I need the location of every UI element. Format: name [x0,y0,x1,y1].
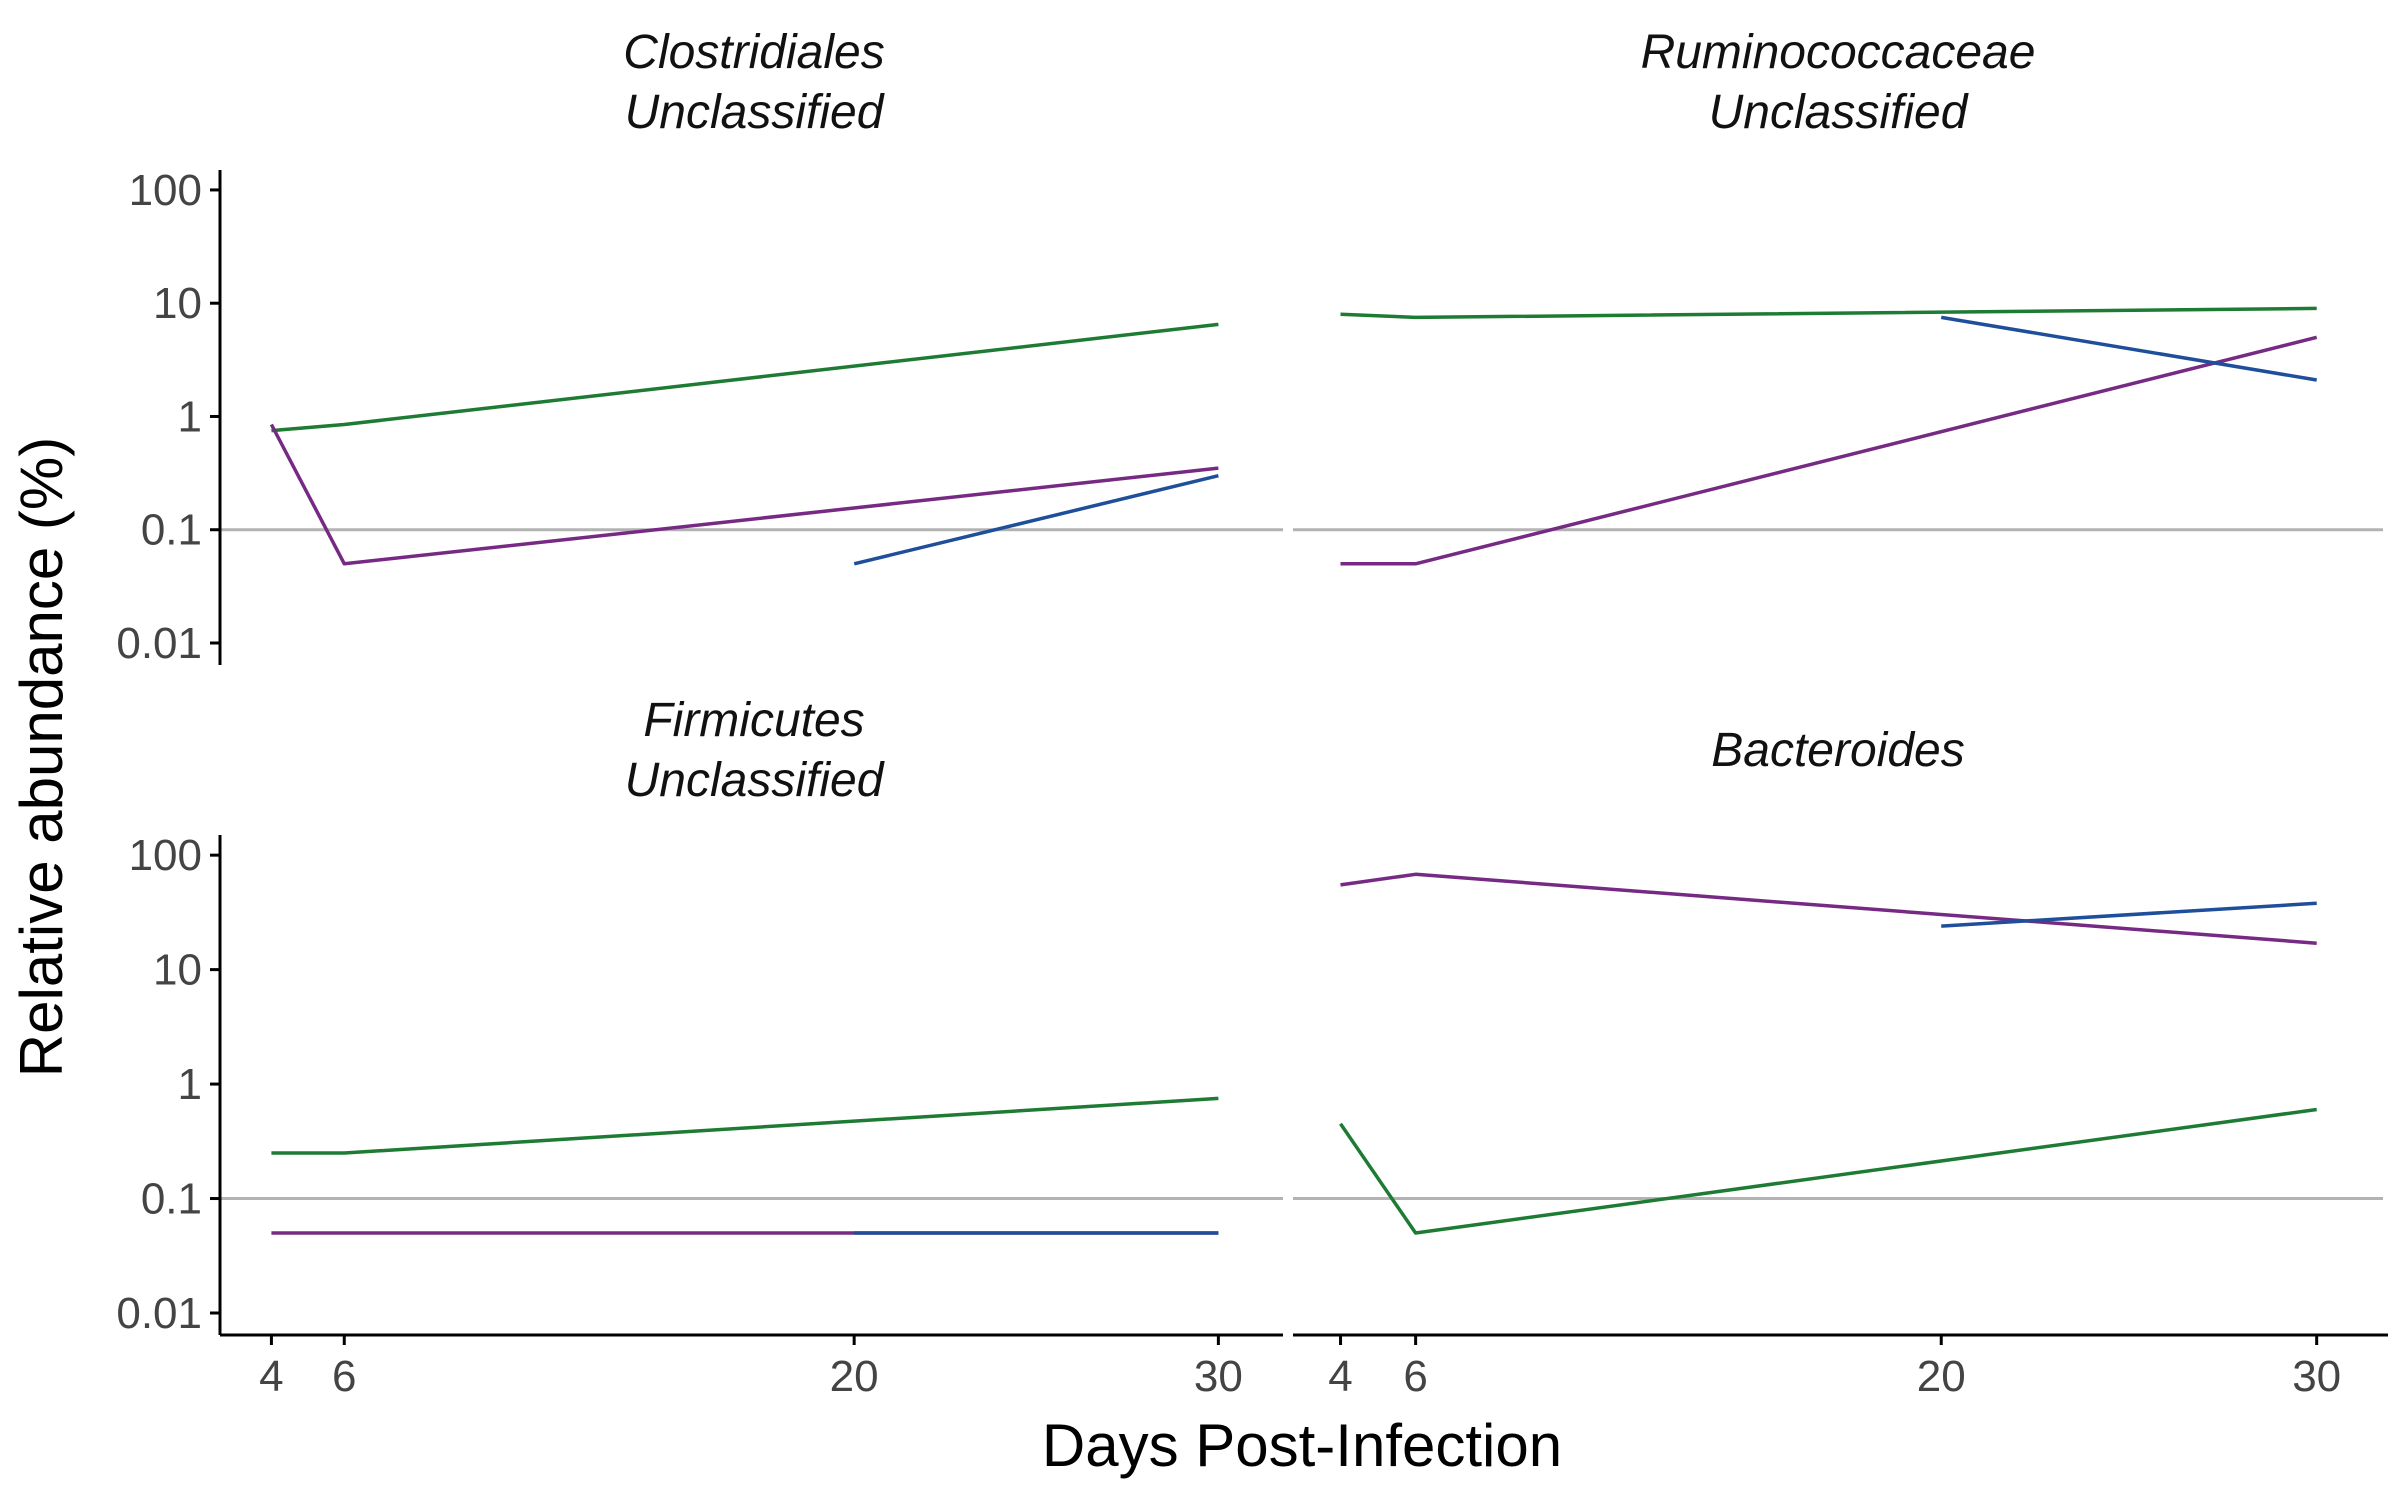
y-tick-label: 100 [129,166,202,215]
panel-title-line: Clostridiales [623,26,884,79]
series-line [1940,315,2317,382]
x-tick-label: 4 [1328,1352,1352,1401]
panel-2: Ruminococcaceae Unclassified [1293,26,2383,566]
y-tick-label: 0.01 [116,619,202,668]
panel-3: Firmicutes Unclassified 0.01 0.1 1 10 100 4 6 20 3… [116,694,1283,1401]
panel-title-line: Unclassified [625,86,885,139]
panel-4: Bacteroides 4 6 20 30 [1293,724,2388,1401]
series-line [271,1096,1219,1155]
x-axis-title: Days Post-Infection [1042,1412,1562,1479]
series-line [269,423,1219,566]
panel-title-line: Firmicutes [643,694,864,747]
x-tick-label: 4 [259,1352,283,1401]
y-tick-label: 0.1 [141,1175,202,1224]
x-tick-label: 30 [1194,1352,1243,1401]
panel-title-line: Unclassified [1709,86,1969,139]
series-line [1941,901,2317,928]
series-line [271,322,1219,433]
y-tick-label: 10 [153,946,202,995]
series-line [853,473,1219,566]
series-line [1340,335,2318,566]
y-tick-label: 1 [178,392,202,441]
y-axis-title: Relative abundance (%) [8,437,75,1077]
x-tick-label: 6 [1403,1352,1427,1401]
panels-layer: Clostridiales Unclassified 0.01 0.1 1 10 100 Ru… [116,26,2388,1401]
y-tick-label: 1 [178,1060,202,1109]
panel-1: Clostridiales Unclassified 0.01 0.1 1 10 100 [116,26,1283,668]
series-line [1340,872,2317,945]
y-tick-label: 0.01 [116,1289,202,1338]
x-tick-label: 30 [2292,1352,2341,1401]
panel-title-line: Unclassified [625,754,885,807]
series-line [1339,1107,2317,1235]
series-line [1340,306,2317,320]
x-tick-label: 20 [1917,1352,1966,1401]
panel-title: Bacteroides [1711,724,1964,777]
y-tick-label: 100 [129,831,202,880]
y-tick-label: 0.1 [141,506,202,555]
x-tick-label: 6 [332,1352,356,1401]
x-tick-label: 20 [830,1352,879,1401]
panel-title-line: Ruminococcaceae [1641,26,2036,79]
y-tick-label: 10 [153,279,202,328]
